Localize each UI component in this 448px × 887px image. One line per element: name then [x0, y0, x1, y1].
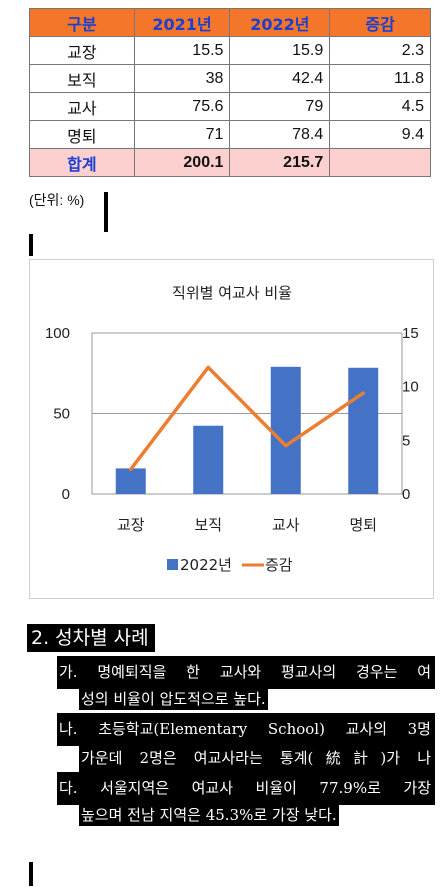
- total-2022: 215.7: [229, 148, 331, 177]
- row-label: 교사: [29, 92, 135, 121]
- row-label: 교장: [29, 36, 135, 65]
- list-item-line: 가. 명예퇴직을 한 교사와 평교사의 경우는 여: [57, 656, 435, 689]
- cell-2022: 42.4: [229, 64, 331, 93]
- cell-2022: 15.9: [229, 36, 331, 65]
- left-axis-tick-label: 100: [45, 325, 70, 342]
- category-label: 보직: [194, 516, 222, 534]
- chart-canvas: 직위별 여교사 비율 0 50 100 0 5 10 15 교장 보직 교사 명퇴 2022년 증감: [45, 284, 419, 574]
- table-row: 보직 38 42.4 11.8: [29, 64, 431, 93]
- bar-2022: [115, 468, 146, 494]
- cell-2021: 38: [133, 64, 231, 93]
- row-label: 보직: [29, 64, 135, 93]
- header-category: 구분: [29, 8, 135, 37]
- total-label: 합계: [29, 148, 135, 177]
- bar-2022: [348, 367, 379, 494]
- list-item-line: 나. 초등학교(Elementary School) 교사의 3명: [57, 713, 435, 746]
- right-axis-tick-label: 15: [402, 325, 419, 342]
- cell-2022: 78.4: [229, 120, 331, 149]
- table-row: 교장 15.5 15.9 2.3: [29, 36, 431, 65]
- list-item-line: 다. 서울지역은 여교사 비율이 77.9%로 가장: [57, 772, 435, 805]
- combo-chart: 직위별 여교사 비율 0 50 100 0 5 10 15 교장 보직 교사 명퇴 2022년 증감: [29, 259, 434, 599]
- cell-2022: 79: [229, 92, 331, 121]
- list-item: 가. 명예퇴직을 한 교사와 평교사의 경우는 여 성의 비율이 압도적으로 높다…: [57, 656, 435, 714]
- legend-swatch-2022: [167, 559, 178, 570]
- left-axis-tick-label: 50: [53, 406, 70, 423]
- text-cursor: [104, 192, 108, 232]
- stats-table: 구분 2021년 2022년 증감 교장 15.5 15.9 2.3 보직 38…: [29, 8, 431, 177]
- text-cursor: [29, 234, 33, 256]
- chart-title: 직위별 여교사 비율: [172, 284, 292, 302]
- cell-2021: 71: [133, 120, 231, 149]
- category-label: 교장: [117, 516, 145, 534]
- table-row: 교사 75.6 79 4.5: [29, 92, 431, 121]
- list-item: 다. 서울지역은 여교사 비율이 77.9%로 가장 높으며 전남 지역은 45.…: [57, 772, 435, 830]
- total-change: [329, 148, 431, 177]
- list-item-line: 성의 비율이 압도적으로 높다.: [79, 688, 268, 710]
- right-axis-tick-label: 0: [402, 486, 410, 503]
- legend-label-change: 증감: [265, 556, 293, 574]
- category-label: 명퇴: [349, 516, 377, 534]
- cell-change: 4.5: [329, 92, 431, 121]
- list-item-line: 높으며 전남 지역은 45.3%로 가장 낮다.: [79, 804, 339, 826]
- header-2022: 2022년: [229, 8, 331, 37]
- text-cursor: [29, 862, 33, 886]
- cell-2021: 15.5: [133, 36, 231, 65]
- cell-change: 2.3: [329, 36, 431, 65]
- list-item-line: 가운데 2명은 여교사라는 통계(統計)가 나: [79, 742, 435, 775]
- right-axis-tick-label: 5: [402, 432, 410, 449]
- bar-2022: [193, 425, 224, 494]
- line-change: [129, 365, 365, 472]
- table-total-row: 합계 200.1 215.7: [29, 148, 431, 177]
- cell-change: 11.8: [329, 64, 431, 93]
- table-header-row: 구분 2021년 2022년 증감: [29, 8, 431, 37]
- row-label: 명퇴: [29, 120, 135, 149]
- category-label: 교사: [272, 516, 300, 534]
- table-row: 명퇴 71 78.4 9.4: [29, 120, 431, 149]
- header-2021: 2021년: [133, 8, 231, 37]
- total-2021: 200.1: [133, 148, 231, 177]
- section-title: 2. 성차별 사례: [27, 624, 155, 652]
- bar-2022: [270, 366, 301, 494]
- right-axis-tick-label: 10: [402, 379, 419, 396]
- left-axis-tick-label: 0: [62, 486, 70, 503]
- unit-note: (단위: %): [29, 192, 85, 208]
- cell-change: 9.4: [329, 120, 431, 149]
- cell-2021: 75.6: [133, 92, 231, 121]
- legend-label-2022: 2022년: [180, 556, 232, 574]
- header-change: 증감: [329, 8, 431, 37]
